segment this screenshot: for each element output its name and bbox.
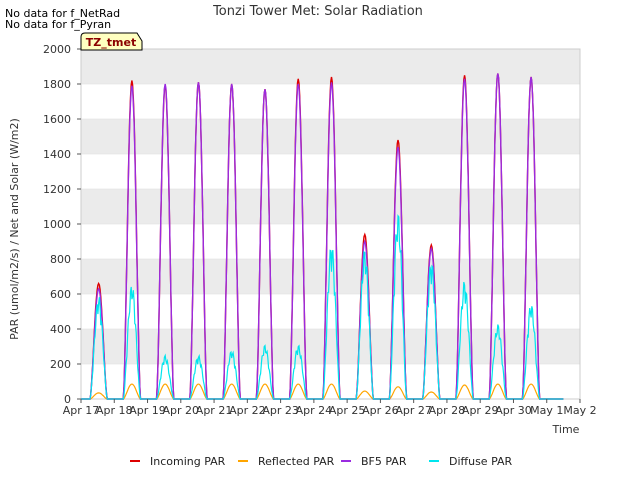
x-tick-label: May 2 [563, 404, 596, 417]
no-data-netrad-notice: No data for f_NetRad [5, 7, 121, 20]
x-tick-label: Apr 28 [429, 404, 466, 417]
x-tick-label: May 1 [530, 404, 563, 417]
legend-label: Reflected PAR [258, 455, 335, 468]
plot-band [81, 49, 580, 84]
plot-band [81, 259, 580, 294]
legend: Incoming PAR Reflected PAR BF5 PAR Diffuse … [130, 455, 513, 468]
x-tick-label: Apr 30 [495, 404, 532, 417]
y-tick-label: 400 [50, 323, 71, 336]
x-tick-label: Apr 25 [329, 404, 366, 417]
x-tick-label: Apr 18 [96, 404, 133, 417]
plot-band [81, 119, 580, 154]
y-axis-label: PAR (umol/m2/s) / Net and Solar (W/m2) [8, 118, 21, 340]
x-tick-label: Apr 17 [63, 404, 100, 417]
legend-label: BF5 PAR [361, 455, 407, 468]
legend-label: Diffuse PAR [449, 455, 513, 468]
x-tick-label: Apr 27 [395, 404, 432, 417]
y-tick-label: 600 [50, 288, 71, 301]
x-tick-label: Apr 22 [229, 404, 266, 417]
y-tick-label: 200 [50, 358, 71, 371]
series-diffuse-par [81, 214, 564, 400]
x-tick-label: Apr 26 [362, 404, 399, 417]
x-tick-label: Apr 19 [129, 404, 166, 417]
site-badge: TZ_tmet [80, 32, 143, 51]
site-badge-label: TZ_tmet [86, 36, 136, 49]
x-axis-label: Time [552, 423, 580, 436]
y-tick-label: 0 [64, 393, 71, 406]
no-data-pyran-notice: No data for f_Pyran [5, 18, 112, 31]
y-tick-label: 1000 [43, 218, 71, 231]
y-tick-label: 1600 [43, 113, 71, 126]
series-lines [81, 73, 564, 400]
x-tick-label: Apr 23 [262, 404, 299, 417]
y-tick-label: 1400 [43, 148, 71, 161]
y-tick-label: 1800 [43, 78, 71, 91]
chart-title: Tonzi Tower Met: Solar Radiation [212, 4, 423, 19]
x-tick-label: Apr 29 [462, 404, 499, 417]
legend-label: Incoming PAR [150, 455, 226, 468]
y-tick-label: 1200 [43, 183, 71, 196]
y-tick-label: 800 [50, 253, 71, 266]
site-badge-shape [80, 32, 143, 51]
plot-background [81, 49, 580, 399]
y-axis: 0 200 400 600 800 1000 1200 1400 1600 1800 2000 [43, 43, 81, 406]
y-tick-label: 2000 [43, 43, 71, 56]
plot-band [81, 189, 580, 224]
x-tick-label: Apr 24 [296, 404, 333, 417]
x-tick-label: Apr 21 [196, 404, 233, 417]
x-tick-label: Apr 20 [163, 404, 200, 417]
